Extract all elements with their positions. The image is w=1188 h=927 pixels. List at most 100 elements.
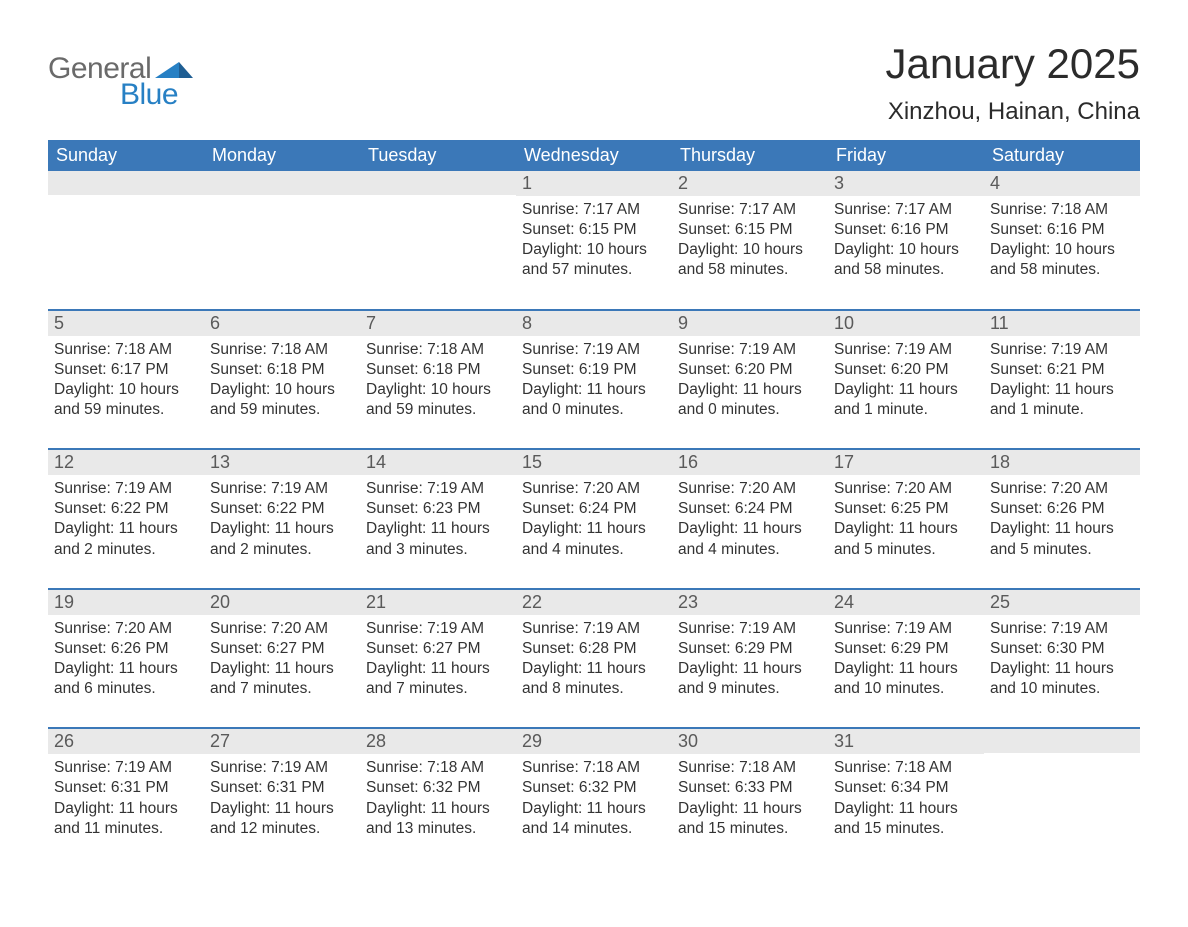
sunset-text: Sunset: 6:18 PM [210,360,354,380]
sunset-text: Sunset: 6:27 PM [366,639,510,659]
sunrise-text: Sunrise: 7:20 AM [678,479,822,499]
day-number: 17 [828,450,984,475]
daylight-text: Daylight: 11 hours and 1 minute. [990,380,1134,420]
sunset-text: Sunset: 6:15 PM [522,220,666,240]
sunset-text: Sunset: 6:24 PM [522,499,666,519]
weekday-sunday: Sunday [48,140,204,171]
day-body: Sunrise: 7:19 AMSunset: 6:27 PMDaylight:… [360,615,516,728]
sunrise-text: Sunrise: 7:19 AM [990,340,1134,360]
day-number: 28 [360,729,516,754]
day-body: Sunrise: 7:19 AMSunset: 6:21 PMDaylight:… [984,336,1140,449]
day-number: 12 [48,450,204,475]
day-body: Sunrise: 7:18 AMSunset: 6:18 PMDaylight:… [204,336,360,449]
day-number: 6 [204,311,360,336]
sunrise-text: Sunrise: 7:19 AM [834,340,978,360]
day-number: 22 [516,590,672,615]
title-block: January 2025 Xinzhou, Hainan, China [885,40,1140,126]
day-number: 31 [828,729,984,754]
sunset-text: Sunset: 6:25 PM [834,499,978,519]
day-number: 11 [984,311,1140,336]
sunrise-text: Sunrise: 7:20 AM [54,619,198,639]
page-title: January 2025 [885,40,1140,88]
day-body [204,195,360,281]
sunset-text: Sunset: 6:31 PM [210,778,354,798]
daylight-text: Daylight: 10 hours and 58 minutes. [678,240,822,280]
calendar-cell: 11Sunrise: 7:19 AMSunset: 6:21 PMDayligh… [984,310,1140,450]
day-number [984,729,1140,753]
daylight-text: Daylight: 11 hours and 13 minutes. [366,799,510,839]
sunset-text: Sunset: 6:22 PM [54,499,198,519]
calendar-cell [360,171,516,310]
sunset-text: Sunset: 6:23 PM [366,499,510,519]
day-number: 23 [672,590,828,615]
day-body: Sunrise: 7:18 AMSunset: 6:34 PMDaylight:… [828,754,984,867]
calendar-cell: 22Sunrise: 7:19 AMSunset: 6:28 PMDayligh… [516,589,672,729]
daylight-text: Daylight: 11 hours and 0 minutes. [678,380,822,420]
sunset-text: Sunset: 6:15 PM [678,220,822,240]
day-number: 8 [516,311,672,336]
day-body [984,753,1140,839]
sunset-text: Sunset: 6:27 PM [210,639,354,659]
day-number: 30 [672,729,828,754]
day-body: Sunrise: 7:18 AMSunset: 6:17 PMDaylight:… [48,336,204,449]
calendar-week-row: 12 Sunrise: 7:19 AM Sunset: 6:22 PMDayligh… [48,449,1140,589]
day-number: 20 [204,590,360,615]
day-body: Sunrise: 7:19 AMSunset: 6:20 PMDaylight:… [828,336,984,449]
day-body: Sunrise: 7:20 AMSunset: 6:24 PMDaylight:… [516,475,672,588]
day-body: Sunrise: 7:19 AMSunset: 6:19 PMDaylight:… [516,336,672,449]
day-number: 27 [204,729,360,754]
day-body: Sunrise: 7:20 AMSunset: 6:25 PMDaylight:… [828,475,984,588]
day-number [360,171,516,195]
sunset-text: Sunset: 6:18 PM [366,360,510,380]
sunrise-text: Sunrise: 7:19 AM [834,619,978,639]
daylight-text: Daylight: 11 hours and 8 minutes. [522,659,666,699]
calendar-cell: 5Sunrise: 7:18 AMSunset: 6:17 PMDaylight… [48,310,204,450]
sunrise-text: Sunrise: 7:20 AM [210,619,354,639]
sunrise-text: Sunrise: 7:19 AM [522,340,666,360]
daylight-text: Daylight: 10 hours and 58 minutes. [990,240,1134,280]
day-body [48,195,204,281]
weekday-wednesday: Wednesday [516,140,672,171]
sunrise-text: Sunrise: 7:18 AM [990,200,1134,220]
sunrise-text: Sunrise: 7:18 AM [366,340,510,360]
calendar-cell: 10Sunrise: 7:19 AMSunset: 6:20 PMDayligh… [828,310,984,450]
sunset-text: Sunset: 6:16 PM [990,220,1134,240]
day-body: Sunrise: 7:18 AMSunset: 6:18 PMDaylight:… [360,336,516,449]
sunset-text: Sunset: 6:24 PM [678,499,822,519]
weekday-header-row: Sunday Monday Tuesday Wednesday Thursday… [48,140,1140,171]
daylight-text: Daylight: 11 hours and 7 minutes. [210,659,354,699]
day-body: Sunrise: 7:20 AMSunset: 6:27 PMDaylight:… [204,615,360,728]
daylight-text: Daylight: 11 hours and 0 minutes. [522,380,666,420]
sunset-text: Sunset: 6:33 PM [678,778,822,798]
calendar-cell: 2Sunrise: 7:17 AMSunset: 6:15 PMDaylight… [672,171,828,310]
calendar-cell: 1Sunrise: 7:17 AMSunset: 6:15 PMDaylight… [516,171,672,310]
sunset-text: Sunset: 6:29 PM [834,639,978,659]
calendar-cell: 7Sunrise: 7:18 AMSunset: 6:18 PMDaylight… [360,310,516,450]
day-body: Sunrise: 7:20 AMSunset: 6:26 PMDaylight:… [48,615,204,728]
day-number: 21 [360,590,516,615]
daylight-text: Daylight: 10 hours and 59 minutes. [366,380,510,420]
sunset-text: Sunset: 6:20 PM [834,360,978,380]
sunset-text: Sunset: 6:30 PM [990,639,1134,659]
sunset-text: Sunset: 6:19 PM [522,360,666,380]
day-body: Sunrise: 7:17 AMSunset: 6:15 PMDaylight:… [516,196,672,309]
sunrise-text: Sunrise: 7:20 AM [522,479,666,499]
day-number [48,171,204,195]
daylight-text: Daylight: 11 hours and 10 minutes. [834,659,978,699]
sunset-text: Sunset: 6:21 PM [990,360,1134,380]
calendar-cell [984,728,1140,867]
sunset-text: Sunset: 6:32 PM [522,778,666,798]
sunrise-text: Sunrise: 7:18 AM [522,758,666,778]
sunrise-text: Sunrise: 7:19 AM [990,619,1134,639]
sunrise-text: Sunrise: 7:19 AM [210,479,354,499]
daylight-text: Daylight: 11 hours and 2 minutes. [54,519,198,559]
sunset-text: Sunset: 6:16 PM [834,220,978,240]
calendar-cell: 13Sunrise: 7:19 AMSunset: 6:22 PMDayligh… [204,449,360,589]
day-number: 29 [516,729,672,754]
day-body: Sunrise: 7:19 AMSunset: 6:30 PMDaylight:… [984,615,1140,728]
daylight-text: Daylight: 11 hours and 15 minutes. [678,799,822,839]
sunrise-text: Sunrise: 7:19 AM [210,758,354,778]
calendar-table: Sunday Monday Tuesday Wednesday Thursday… [48,140,1140,867]
calendar-cell: 31Sunrise: 7:18 AMSunset: 6:34 PMDayligh… [828,728,984,867]
daylight-text: Daylight: 11 hours and 7 minutes. [366,659,510,699]
